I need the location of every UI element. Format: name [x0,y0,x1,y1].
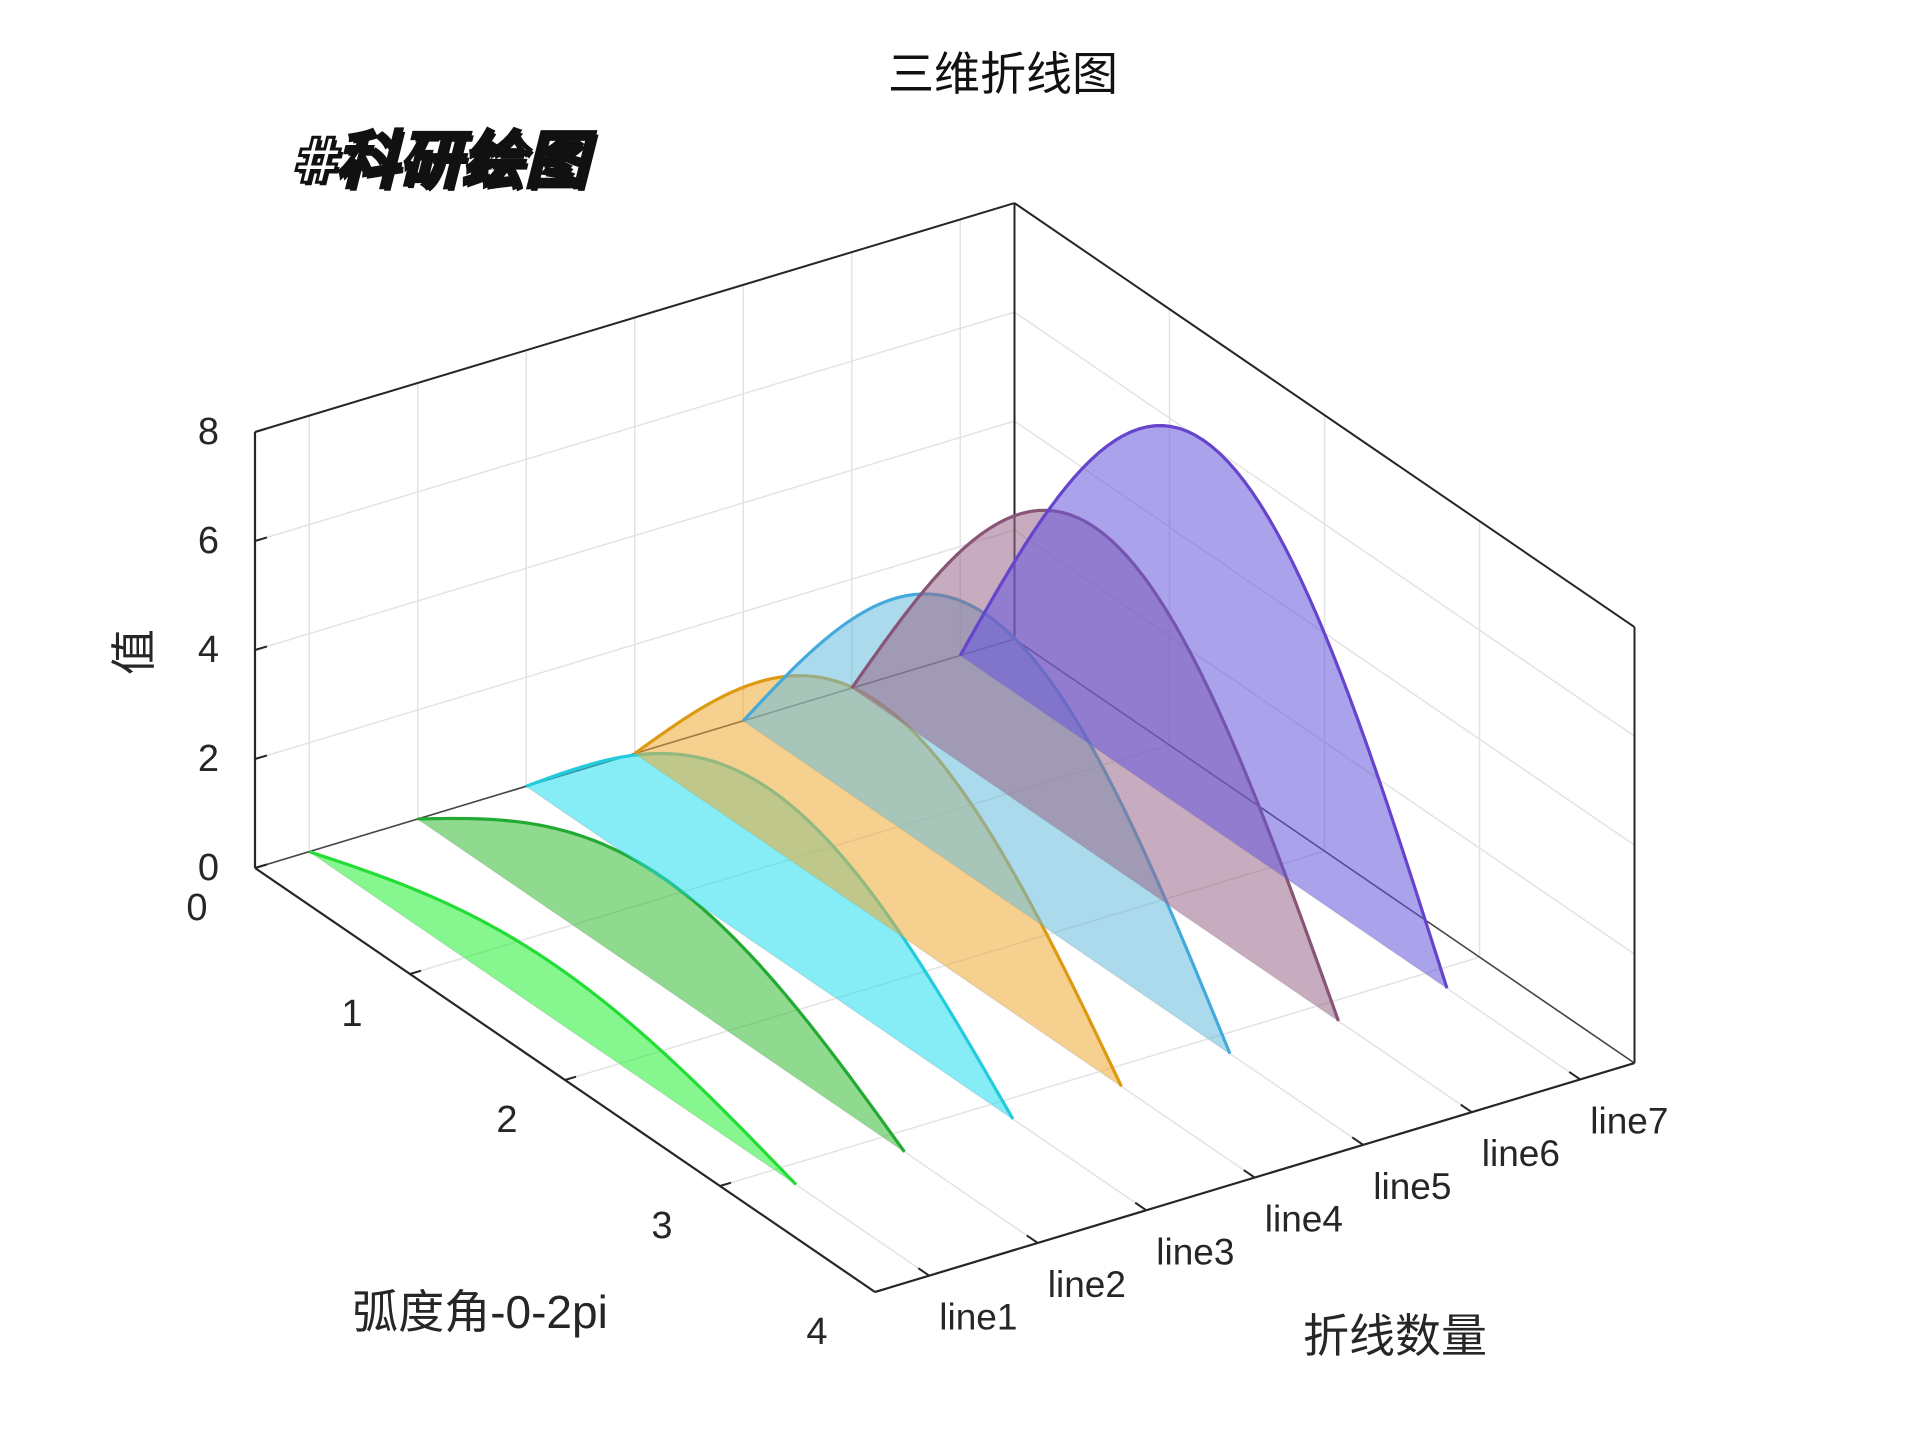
x-tick [409,969,422,975]
x-tick-label: 4 [806,1311,827,1353]
series-fill-line4 [634,675,1122,1087]
x-tick-label: 3 [651,1205,672,1247]
z-tick-label: 2 [198,738,219,780]
category-tick [917,1267,930,1277]
z-tick-label: 4 [198,629,219,671]
category-tick-label: line7 [1590,1100,1668,1141]
grid-line [254,420,1015,651]
category-tick [1568,1071,1581,1081]
grid-line [308,851,930,1277]
box-edge [254,202,1015,433]
z-tick-label: 0 [198,847,219,889]
box-edge [1013,202,1636,628]
series-fill-line3 [526,753,1013,1120]
x-axis-title: 弧度角-0-2pi [352,1286,608,1338]
category-tick [1026,1234,1039,1244]
x-tick-label: 2 [496,1099,517,1141]
grid-line [254,311,1015,542]
category-tick [1351,1136,1364,1146]
category-tick-label: line2 [1048,1264,1126,1305]
z-tick [254,754,268,760]
chart-title: 三维折线图 [888,48,1118,100]
category-tick-label: line3 [1156,1231,1234,1272]
category-tick [1460,1103,1473,1113]
y-axis-title: 折线数量 [1303,1310,1487,1362]
x-tick [874,1287,887,1293]
z-tick [254,645,268,651]
series-fill-line2 [417,818,905,1152]
x-tick [254,863,267,869]
series-fill-line5 [743,593,1230,1054]
x-tick [564,1075,577,1081]
category-tick-label: line5 [1373,1166,1451,1207]
grid-line [254,529,1015,760]
series-fill-line1 [309,851,796,1185]
x-tick-label: 1 [341,993,362,1035]
category-tick-label: line4 [1265,1199,1343,1240]
x-tick [719,1181,732,1187]
category-tick-label: line1 [939,1297,1017,1338]
z-tick-label: 8 [198,411,219,453]
category-tick [1243,1169,1256,1179]
x-tick-label: 0 [186,887,207,929]
series-line-line7 [958,424,1449,989]
series-line-line1 [308,850,798,1186]
z-tick-label: 6 [198,520,219,562]
category-tick [1134,1201,1147,1212]
grid-line [1014,311,1635,737]
watermark: #科研绘图 [290,123,589,199]
series-fill-line7 [960,425,1447,989]
category-tick-label: line6 [1482,1133,1560,1174]
z-tick [254,536,268,542]
z-tick [254,427,268,433]
z-axis-title: 值 [108,629,160,675]
